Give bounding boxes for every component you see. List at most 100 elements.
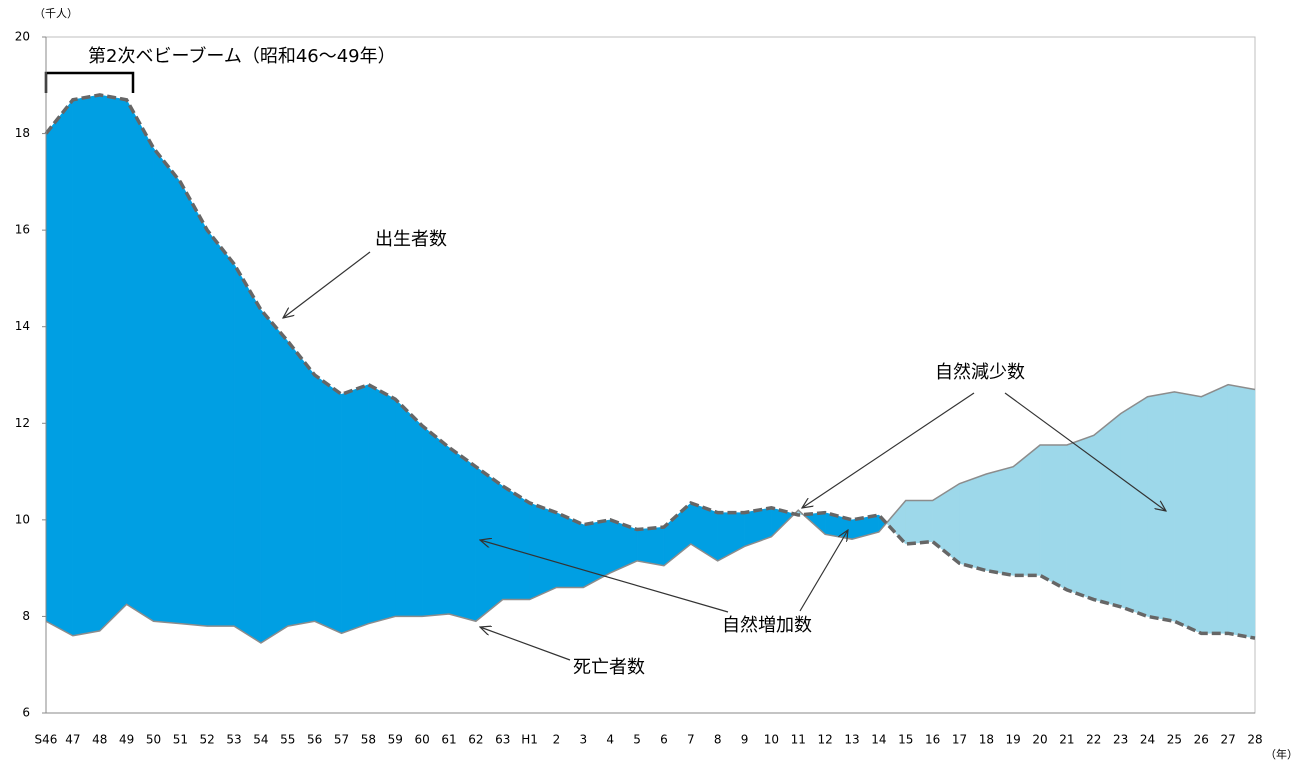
natural-increase-area	[72, 94, 100, 637]
natural-increase-area	[529, 502, 557, 600]
arrow	[799, 530, 848, 612]
natural-decrease-area	[1120, 396, 1148, 617]
x-tick-label: 48	[92, 733, 107, 747]
natural-increase-area	[153, 147, 181, 624]
natural-decrease-area	[1012, 444, 1041, 576]
x-tick-label: 51	[173, 733, 188, 747]
natural-increase-area	[99, 94, 127, 632]
x-tick-label: 55	[280, 733, 295, 747]
natural-increase-area	[126, 98, 154, 622]
x-tick-label: 50	[146, 733, 161, 747]
natural-increase-area	[368, 384, 396, 624]
x-tick-label: 5	[633, 733, 641, 747]
x-tick-label: 52	[200, 733, 215, 747]
x-tick-label: 26	[1194, 733, 1209, 747]
x-tick-label: 28	[1247, 733, 1262, 747]
y-tick-label: 8	[22, 609, 30, 623]
x-tick-label: 61	[441, 733, 456, 747]
series-line	[44, 93, 1256, 640]
natural-increase-area	[260, 309, 289, 644]
x-tick-label: 4	[606, 733, 614, 747]
y-tick-label: 16	[15, 223, 30, 237]
x-tick-label: 60	[414, 733, 429, 747]
x-tick-label: 22	[1086, 733, 1101, 747]
arrow	[283, 251, 371, 318]
series-label: 死亡者数	[573, 657, 645, 678]
plot-area	[44, 93, 1256, 644]
natural-decrease-area	[886, 499, 906, 545]
x-tick-label: 14	[871, 733, 886, 747]
x-tick-label: 27	[1220, 733, 1235, 747]
x-tick-label: 8	[714, 733, 722, 747]
natural-increase-area	[609, 519, 638, 574]
x-tick-label: 63	[495, 733, 510, 747]
x-tick-label: 62	[468, 733, 483, 747]
natural-increase-area	[206, 229, 235, 627]
x-tick-label: 19	[1006, 733, 1021, 747]
x-tick-label: 10	[764, 733, 779, 747]
x-tick-label: 3	[580, 733, 588, 747]
bracket	[44, 71, 135, 93]
x-tick-label: 49	[119, 733, 134, 747]
natural-decrease-area	[905, 500, 933, 545]
natural-increase-area	[314, 374, 342, 634]
natural-increase-area	[636, 526, 665, 567]
natural-increase-area	[287, 340, 315, 627]
y-tick-label: 20	[15, 30, 30, 44]
series-line	[45, 383, 1256, 644]
arrow	[1004, 392, 1166, 511]
x-tick-label: 21	[1059, 733, 1074, 747]
natural-decrease-area	[1093, 413, 1121, 608]
natural-increase-area	[448, 446, 477, 622]
x-tick-label: 16	[925, 733, 940, 747]
natural-decrease-area	[986, 466, 1014, 576]
natural-decrease-area	[959, 473, 987, 571]
x-tick-label: 17	[952, 733, 967, 747]
annotation: 自然増加数	[722, 615, 812, 636]
annotation: 自然減少数	[935, 362, 1025, 383]
y-tick-label: 14	[15, 319, 30, 333]
x-tick-label: 23	[1113, 733, 1128, 747]
y-unit: （千人）	[34, 7, 78, 20]
x-tick-label: 54	[253, 733, 268, 747]
x-unit: （年）	[1265, 747, 1298, 761]
x-tick-label: S46	[35, 733, 58, 747]
natural-increase-area	[583, 519, 611, 588]
natural-decrease-area	[1039, 444, 1068, 591]
arrow	[480, 540, 729, 613]
y-tick-label: 12	[15, 416, 30, 430]
y-tick-label: 10	[15, 512, 30, 526]
x-tick-label: 56	[307, 733, 322, 747]
natural-increase-area	[180, 180, 208, 627]
natural-increase-area	[395, 398, 423, 617]
series-label: 出生者数	[375, 229, 447, 250]
natural-increase-area	[45, 99, 74, 637]
natural-decrease-area	[1066, 435, 1095, 600]
natural-increase-area	[233, 263, 262, 644]
natural-decrease-area	[1227, 384, 1256, 639]
y-tick-label: 6	[22, 706, 30, 720]
x-tick-label: H1	[521, 733, 538, 747]
x-tick-label: 15	[898, 733, 913, 747]
x-tick-label: 59	[388, 733, 403, 747]
x-tick-label: 53	[226, 733, 241, 747]
y-tick-label: 18	[15, 126, 30, 140]
natural-decrease-area	[1201, 384, 1229, 634]
x-tick-label: 47	[65, 733, 80, 747]
x-tick-label: 6	[660, 733, 668, 747]
natural-increase-area	[421, 425, 450, 617]
natural-increase-area	[502, 485, 530, 600]
x-tick-label: 24	[1140, 733, 1155, 747]
x-tick-label: 11	[791, 733, 806, 747]
x-tick-label: 25	[1167, 733, 1182, 747]
annotation: 第2次ベビーブーム（昭和46～49年）	[88, 45, 396, 67]
x-tick-label: 20	[1032, 733, 1047, 747]
natural-increase-area	[663, 502, 692, 567]
x-tick-label: 7	[687, 733, 695, 747]
x-tick-label: 2	[553, 733, 561, 747]
x-tick-label: 57	[334, 733, 349, 747]
arrow	[802, 392, 975, 508]
x-tick-label: 13	[844, 733, 859, 747]
